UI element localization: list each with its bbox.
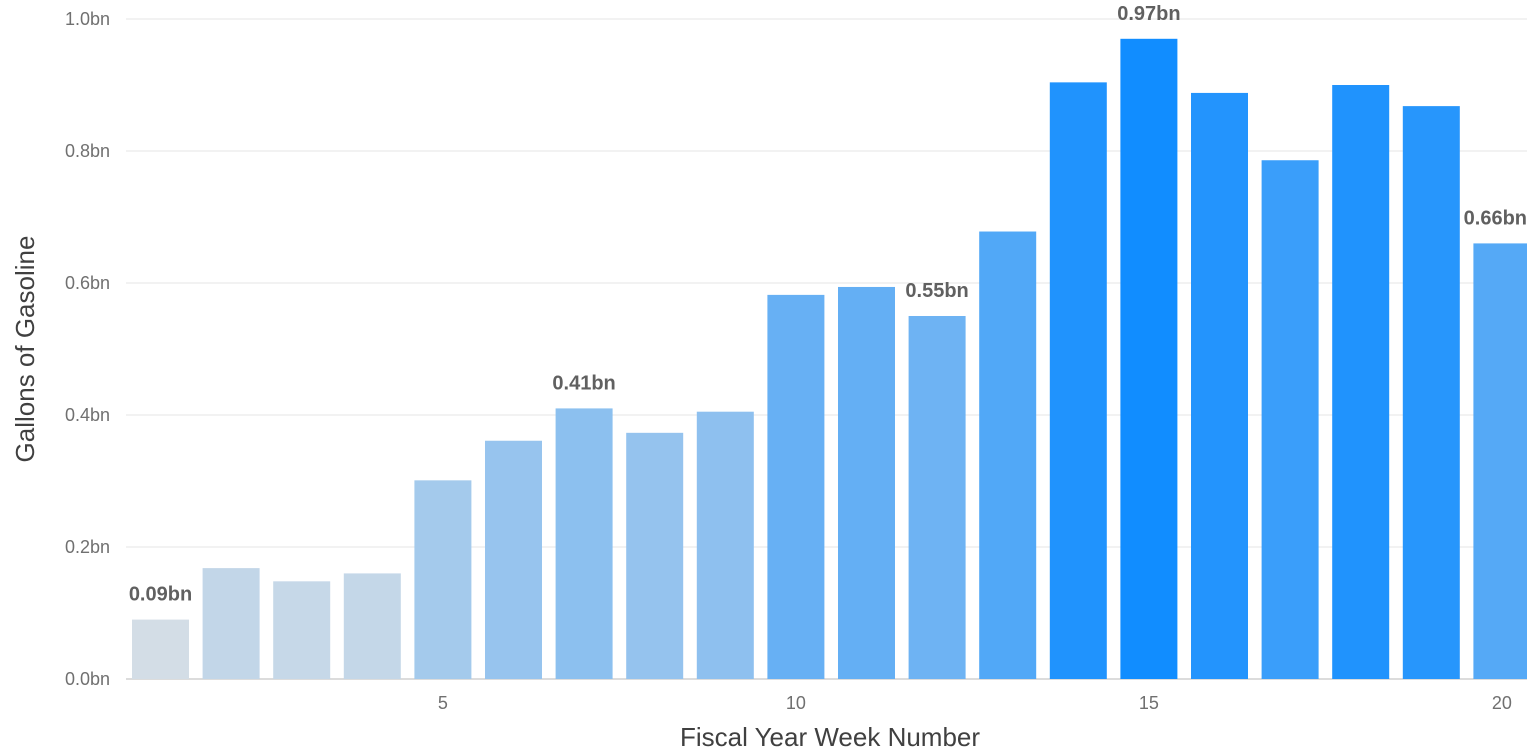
y-tick-label: 0.6bn bbox=[65, 273, 110, 293]
x-tick-label: 5 bbox=[438, 693, 448, 713]
bar bbox=[1120, 38, 1178, 680]
y-tick-label: 0.0bn bbox=[65, 669, 110, 689]
bar bbox=[1049, 82, 1107, 680]
x-tick-label: 10 bbox=[786, 693, 806, 713]
bar bbox=[696, 411, 754, 679]
bar bbox=[1191, 92, 1248, 680]
bar bbox=[1261, 160, 1319, 680]
data-labels: 0.09bn 0.41bn 0.55bn 0.97bn 0.66bn bbox=[129, 3, 1527, 606]
bar bbox=[979, 231, 1037, 679]
data-label: 0.97bn bbox=[1117, 3, 1180, 25]
x-axis-ticks: 5 10 15 20 bbox=[438, 693, 1512, 713]
data-label: 0.66bn bbox=[1464, 207, 1527, 229]
x-tick-label: 15 bbox=[1139, 693, 1159, 713]
data-label: 0.09bn bbox=[129, 584, 192, 606]
bar bbox=[767, 294, 825, 679]
bar bbox=[273, 581, 331, 679]
y-tick-label: 0.4bn bbox=[65, 405, 110, 425]
y-axis-ticks: 0.0bn 0.2bn 0.4bn 0.6bn 0.8bn 1.0bn bbox=[65, 9, 110, 689]
bar bbox=[132, 619, 189, 679]
data-label: 0.55bn bbox=[905, 280, 968, 302]
bar bbox=[1332, 85, 1390, 679]
bar bbox=[555, 408, 613, 679]
bar bbox=[343, 573, 401, 679]
bar bbox=[414, 480, 472, 679]
bar bbox=[485, 440, 542, 679]
bar bbox=[1473, 243, 1527, 679]
x-tick-label: 20 bbox=[1492, 693, 1512, 713]
bar bbox=[838, 286, 895, 679]
y-tick-label: 1.0bn bbox=[65, 9, 110, 29]
bar bbox=[202, 568, 260, 679]
y-tick-label: 0.8bn bbox=[65, 141, 110, 161]
bar bbox=[908, 316, 966, 679]
bar bbox=[626, 432, 684, 679]
x-axis-title: Fiscal Year Week Number bbox=[680, 722, 980, 750]
data-label: 0.41bn bbox=[552, 372, 615, 394]
y-axis-title: Gallons of Gasoline bbox=[10, 236, 40, 463]
bar bbox=[1402, 106, 1460, 680]
bars bbox=[132, 38, 1527, 680]
y-tick-label: 0.2bn bbox=[65, 537, 110, 557]
